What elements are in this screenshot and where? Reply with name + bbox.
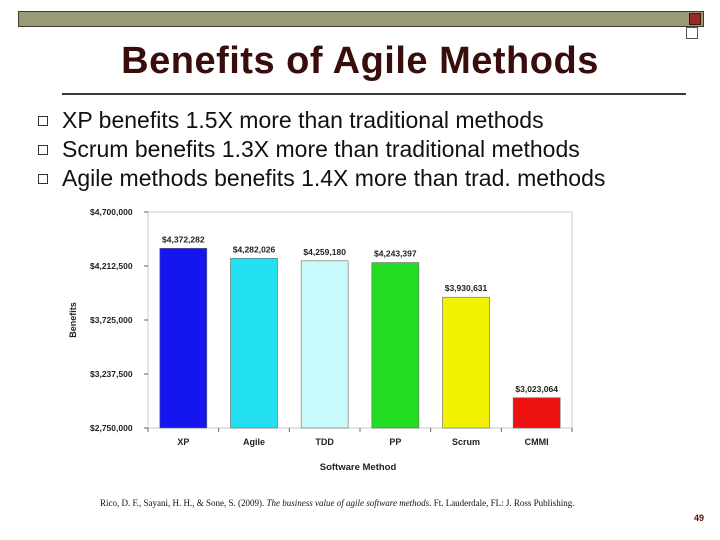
y-axis-label: Benefits	[68, 302, 78, 338]
bullet-text: Agile methods benefits 1.4X more than tr…	[62, 165, 606, 191]
bar	[230, 257, 278, 429]
plot-area	[147, 211, 573, 429]
bar-chart: $2,750,000 $3,237,500 $3,725,000 $4,212,500…	[68, 207, 573, 473]
y-tick-label: $3,237,500	[90, 369, 133, 379]
bullet-item: Scrum benefits 1.3X more than traditiona…	[38, 135, 605, 164]
y-tick-label: $2,750,000	[90, 423, 133, 433]
title-divider	[62, 93, 686, 95]
bar-value-label: $4,259,180	[303, 247, 346, 257]
bar	[159, 248, 208, 429]
x-tick-label: XP	[177, 437, 189, 447]
citation-publisher: . Ft. Lauderdale, FL: J. Ross Publishing…	[429, 498, 575, 508]
corner-square-decoration	[689, 13, 701, 25]
slide-title: Benefits of Agile Methods	[121, 40, 599, 82]
citation: Rico, D. F., Sayani, H. H., & Sone, S. (…	[100, 498, 574, 508]
bar-value-label: $4,282,026	[233, 244, 276, 254]
bar	[512, 397, 561, 429]
y-tick-label: $3,725,000	[90, 315, 133, 325]
bar	[371, 262, 420, 429]
bar-value-label: $3,023,064	[515, 384, 558, 394]
bar-value-label: $4,243,397	[374, 249, 417, 259]
page-number: 49	[693, 513, 704, 523]
bullet-list: XP benefits 1.5X more than traditional m…	[38, 106, 605, 193]
title-bar-decoration	[18, 11, 704, 27]
x-tick-label: TDD	[315, 437, 334, 447]
x-tick-label: Scrum	[452, 437, 480, 447]
square-bullet-icon	[38, 173, 48, 184]
bullet-text: Scrum benefits 1.3X more than traditiona…	[62, 136, 580, 162]
bullet-item: Agile methods benefits 1.4X more than tr…	[38, 164, 605, 193]
citation-authors: Rico, D. F., Sayani, H. H., & Sone, S. (…	[100, 498, 267, 508]
x-tick-label: PP	[389, 437, 401, 447]
bullet-text: XP benefits 1.5X more than traditional m…	[62, 107, 544, 133]
y-tick-label: $4,212,500	[90, 261, 133, 271]
x-axis-label: Software Method	[320, 462, 397, 473]
citation-title: The business value of agile software met…	[266, 498, 430, 508]
bullet-item: XP benefits 1.5X more than traditional m…	[38, 106, 605, 135]
bar-value-label: $4,372,282	[162, 234, 205, 244]
bar-value-label: $3,930,631	[445, 283, 488, 293]
y-tick-label: $4,700,000	[90, 207, 133, 217]
square-bullet-icon	[38, 115, 48, 126]
square-bullet-icon	[38, 144, 48, 155]
bar	[300, 260, 349, 429]
bar	[442, 296, 490, 429]
x-tick-label: CMMI	[525, 437, 549, 447]
x-tick-label: Agile	[243, 437, 265, 447]
side-square-decoration	[686, 27, 698, 39]
